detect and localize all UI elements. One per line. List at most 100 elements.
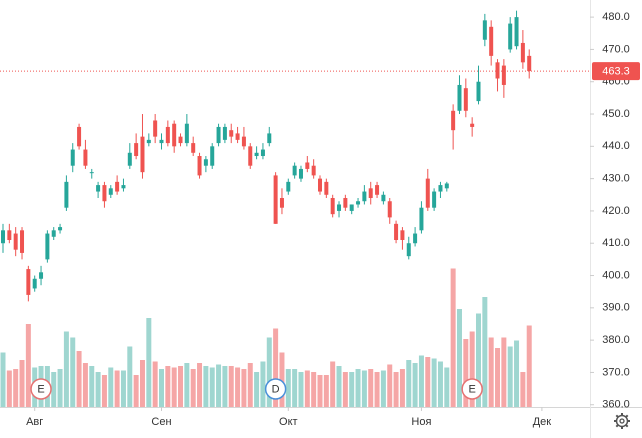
volume-bar — [437, 361, 443, 407]
candle-body — [102, 185, 107, 202]
volume-bar — [368, 369, 374, 407]
volume-bar — [520, 372, 526, 407]
candle-body — [298, 168, 303, 179]
volume-bar — [254, 372, 260, 407]
volume-bar — [488, 337, 494, 407]
volume-bar — [317, 375, 323, 407]
volume-bar — [222, 366, 228, 407]
candle-body — [413, 233, 418, 244]
candle-body — [495, 62, 500, 79]
y-tick-label: 390.0 — [602, 302, 630, 314]
volume-bar — [171, 367, 177, 407]
gear-teeth — [614, 413, 630, 429]
volume-bar — [279, 352, 285, 407]
candle-body — [172, 123, 177, 147]
y-tick-label: 410.0 — [602, 237, 630, 249]
volume-bar — [108, 367, 114, 407]
candle-body — [489, 26, 494, 56]
candle-body — [77, 126, 82, 147]
candle-body — [216, 126, 221, 144]
volume-bar — [463, 339, 469, 407]
volume-bar — [228, 366, 234, 407]
candle-body — [362, 191, 367, 202]
volume-bar — [63, 331, 69, 407]
volume-bar — [25, 324, 31, 407]
event-marker — [264, 378, 287, 400]
volume-bar — [361, 370, 367, 407]
volume-bar — [387, 364, 393, 407]
volume-bar — [342, 372, 348, 407]
candle-body — [330, 198, 335, 215]
volume-bar — [6, 370, 12, 407]
candle-body — [425, 178, 430, 208]
volume-bar — [101, 375, 107, 407]
candle-body — [229, 130, 234, 137]
volume-bar — [133, 375, 139, 407]
candle-body — [356, 201, 361, 205]
volume-bar — [330, 361, 336, 407]
y-tick-label: 440.0 — [602, 140, 630, 152]
volume-bar — [51, 372, 57, 407]
candle-body — [153, 120, 158, 137]
candle-body — [451, 110, 456, 131]
candle-body — [178, 136, 183, 144]
volume-bar — [355, 369, 361, 407]
volume-bar — [247, 363, 253, 407]
y-tick-label: 430.0 — [602, 173, 630, 185]
candle-body — [210, 146, 215, 166]
candle-body — [292, 165, 297, 176]
candle-body — [267, 133, 272, 144]
price-label: 463.3 — [602, 65, 630, 77]
settings-icon[interactable] — [614, 413, 630, 429]
volume-bar — [89, 366, 95, 407]
volume-bar — [450, 268, 456, 407]
candle-body — [337, 204, 342, 211]
candle-body — [146, 139, 151, 144]
candle-body — [191, 143, 196, 153]
candle-body — [305, 162, 310, 169]
candle-body — [96, 185, 101, 192]
candle-body — [115, 181, 120, 192]
candle-body — [368, 188, 373, 199]
volume-bar — [139, 360, 145, 407]
volume-bar — [146, 318, 152, 407]
event-label: E — [37, 383, 44, 395]
candle-body — [248, 146, 253, 166]
candle-body — [165, 126, 170, 144]
volume-bar — [418, 355, 424, 407]
volume-bar — [285, 369, 291, 407]
volume-bar — [197, 363, 203, 407]
y-tick-label: 380.0 — [602, 334, 630, 346]
candle-body — [235, 133, 240, 140]
candle-body — [140, 136, 145, 173]
candle-body — [83, 149, 88, 166]
volume-bar — [476, 313, 481, 407]
y-tick-label: 450.0 — [602, 108, 630, 120]
candle-body — [241, 136, 246, 147]
candle-body — [381, 194, 386, 202]
x-tick-label: Окт — [279, 416, 298, 428]
volume-bar — [203, 366, 209, 407]
candle-body — [273, 175, 278, 224]
candle-body — [222, 126, 227, 140]
volume-bar — [374, 372, 380, 407]
candle-body — [470, 123, 475, 127]
candle-body — [375, 185, 380, 195]
candle-body — [527, 55, 532, 72]
volume-bar — [0, 352, 6, 407]
candle-body — [400, 230, 405, 241]
candle-body — [387, 201, 392, 218]
candle-body — [1, 230, 5, 244]
candle-body — [203, 159, 208, 166]
candle-body — [324, 181, 329, 195]
volume-bar — [190, 369, 196, 407]
volume-bar — [114, 370, 120, 407]
volume-bar — [273, 328, 279, 407]
candle-body — [26, 269, 31, 295]
candle-body — [508, 23, 513, 50]
candle-body — [39, 272, 44, 279]
volume-bar — [393, 372, 399, 407]
candle-body — [13, 233, 18, 250]
